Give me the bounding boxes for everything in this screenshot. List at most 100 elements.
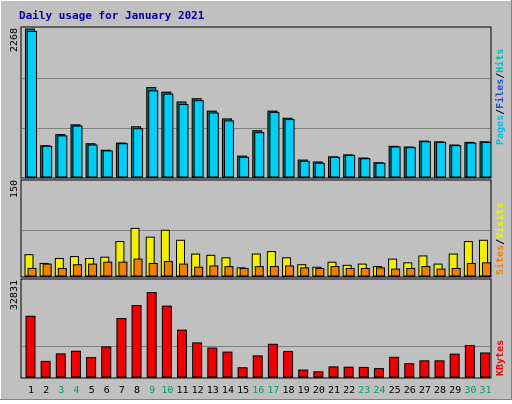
sites-bar bbox=[360, 267, 370, 277]
sites-bar bbox=[239, 267, 249, 277]
day-label: 6 bbox=[104, 385, 110, 396]
kbytes-bar bbox=[101, 346, 112, 378]
sites-bar bbox=[300, 267, 310, 277]
sites-bar bbox=[482, 262, 491, 277]
kbytes-bar bbox=[207, 347, 218, 378]
files-bar bbox=[27, 30, 37, 178]
day-label: 18 bbox=[283, 385, 295, 396]
files-bar bbox=[481, 141, 492, 178]
day-label: 28 bbox=[434, 385, 446, 396]
kbytes-bar bbox=[404, 363, 415, 378]
kbytes-bar bbox=[55, 353, 66, 378]
sites-bar bbox=[406, 267, 416, 277]
files-bar bbox=[254, 132, 265, 178]
kbytes-bar bbox=[419, 360, 430, 378]
kbytes-bar bbox=[161, 305, 172, 378]
day-label: 16 bbox=[252, 385, 264, 396]
kbytes-bar bbox=[70, 350, 81, 378]
bars-layer bbox=[24, 28, 492, 378]
sites-bar bbox=[330, 266, 340, 277]
kbytes-bar bbox=[40, 360, 51, 378]
kbytes-panel-frame bbox=[20, 278, 492, 379]
sites-bar bbox=[436, 268, 446, 277]
sites-bar bbox=[391, 268, 401, 277]
sites-bar bbox=[27, 267, 37, 277]
sites-bar bbox=[285, 265, 295, 277]
sites-bar bbox=[88, 263, 98, 277]
files-bar bbox=[436, 141, 447, 178]
day-label: 9 bbox=[149, 385, 155, 396]
gridlines bbox=[22, 78, 490, 347]
day-label: 26 bbox=[404, 385, 416, 396]
legend-sep: / bbox=[495, 73, 506, 79]
files-bar bbox=[314, 162, 325, 178]
sites-bar bbox=[42, 263, 52, 277]
day-label: 22 bbox=[343, 385, 355, 396]
files-bar bbox=[87, 144, 98, 178]
day-label: 27 bbox=[419, 385, 431, 396]
sites-bar bbox=[315, 267, 325, 277]
kbytes-bar bbox=[237, 367, 248, 378]
kbytes-bar bbox=[464, 344, 475, 378]
day-label: 5 bbox=[89, 385, 95, 396]
kbytes-bar bbox=[86, 357, 97, 378]
kbytes-bar bbox=[298, 369, 309, 378]
sites-bar bbox=[254, 266, 264, 277]
sites-bar bbox=[466, 262, 476, 277]
kbytes-bar bbox=[25, 315, 36, 378]
kbytes-bar bbox=[358, 366, 369, 378]
day-label: 3 bbox=[58, 385, 64, 396]
files-bar bbox=[420, 141, 431, 178]
day-label: 25 bbox=[389, 385, 401, 396]
files-bar bbox=[375, 162, 386, 178]
day-labels: 1 2 3 4 5 6 7 8 9 10 11 12 13 14 15 16 17 18 19 20 21 22 23 24 2… bbox=[28, 385, 492, 396]
files-bar bbox=[390, 146, 401, 178]
legend-sites-visits: Sites/Visits bbox=[494, 203, 506, 275]
visits-panel-frame bbox=[20, 179, 492, 278]
files-bar bbox=[405, 147, 416, 178]
kbytes-bar bbox=[389, 356, 400, 378]
kbytes-bar bbox=[434, 360, 445, 378]
day-label: 8 bbox=[134, 385, 140, 396]
files-bar bbox=[133, 128, 144, 178]
files-bar bbox=[178, 104, 189, 178]
kbytes-max-label: 32831 bbox=[9, 280, 20, 310]
files-bar bbox=[208, 112, 219, 178]
files-bar bbox=[284, 119, 295, 178]
day-label: 17 bbox=[267, 385, 279, 396]
day-label: 20 bbox=[313, 385, 325, 396]
legend-files: Files bbox=[494, 79, 506, 109]
sites-bar bbox=[163, 261, 173, 277]
day-label: 29 bbox=[449, 385, 461, 396]
kbytes-bar bbox=[480, 352, 490, 378]
sites-bar bbox=[57, 267, 67, 277]
day-label: 31 bbox=[479, 385, 491, 396]
legend-pages-files-hits: Pages/Files/Hits bbox=[494, 49, 506, 145]
files-bar bbox=[42, 145, 53, 178]
sites-bar bbox=[421, 266, 431, 277]
files-bar bbox=[72, 125, 83, 178]
legend-visits: Visits bbox=[494, 203, 506, 239]
kbytes-bar bbox=[192, 342, 203, 378]
day-label: 11 bbox=[176, 385, 188, 396]
day-label: 30 bbox=[464, 385, 476, 396]
files-bar bbox=[193, 100, 204, 178]
day-label: 4 bbox=[73, 385, 79, 396]
kbytes-bar bbox=[373, 368, 384, 378]
sites-bar bbox=[148, 262, 158, 277]
kbytes-bar bbox=[267, 343, 278, 378]
legend-sep: / bbox=[495, 239, 506, 245]
files-bar bbox=[148, 90, 159, 178]
hits-max-label: 2268 bbox=[9, 28, 20, 52]
kbytes-bar bbox=[131, 305, 142, 378]
files-bar bbox=[360, 158, 371, 178]
files-bar bbox=[163, 93, 174, 178]
legend-kbytes: KBytes bbox=[495, 340, 506, 376]
sites-bar bbox=[224, 266, 234, 277]
day-label: 19 bbox=[298, 385, 310, 396]
sites-bar bbox=[375, 267, 385, 277]
legend-sites: Sites bbox=[494, 245, 506, 275]
sites-bar bbox=[451, 267, 461, 277]
